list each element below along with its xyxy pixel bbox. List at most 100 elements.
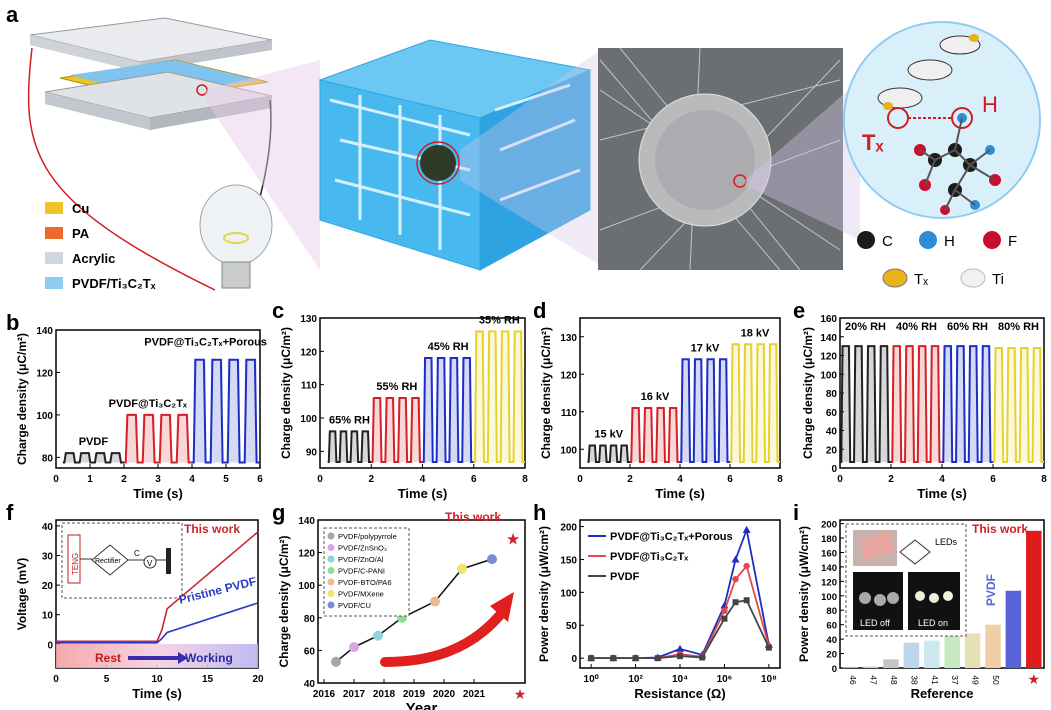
series-3-point: [654, 655, 661, 662]
legend-swatch-acrylic: [45, 252, 63, 264]
point-this-work: ★: [506, 532, 520, 549]
bar-9: [1005, 590, 1022, 668]
x-tick-label: 2020: [433, 689, 456, 700]
pulse-fill: [142, 414, 155, 463]
legend-entry: PVDF/C-PANI: [338, 567, 385, 576]
plot-frame: [317, 519, 526, 684]
plot-frame: [839, 519, 1045, 669]
x-tick-label: 2021: [463, 689, 486, 700]
y-tick-label: 40: [826, 427, 838, 438]
pulse-fill: [656, 408, 665, 462]
led-off-label: LED off: [860, 618, 890, 628]
point-7: [487, 554, 497, 565]
y-tick-label: 100: [300, 414, 317, 425]
panel-f-annotations: Rest Working TENG Rectifier C V This wor…: [56, 522, 258, 668]
pulse-fill: [892, 346, 902, 462]
panel-letter-d: d: [533, 298, 546, 323]
label-this-work-f: This work: [184, 522, 240, 536]
y-axis-label: Charge density (μC/m²): [277, 535, 291, 667]
pulse-fill: [599, 445, 607, 462]
y-axis-label: Charge density (μC/m²): [539, 327, 553, 459]
series-3-line: [680, 358, 730, 463]
x-tick-label: 0: [53, 474, 59, 485]
pulse-fill: [500, 331, 510, 462]
y-tick-label: 10: [42, 611, 54, 622]
x-tick-label: 10²: [628, 674, 643, 685]
circuit-inset: TENG Rectifier C V: [61, 522, 183, 599]
pulse-fill: [94, 453, 106, 463]
panel-letter-h: h: [533, 500, 546, 525]
panel-letter-i: i: [793, 500, 799, 525]
atom-key: C H F Tₓ Ti: [857, 231, 1017, 288]
pulse-fill: [227, 359, 240, 463]
y-tick-label: 140: [821, 563, 837, 574]
x-tick-label: 0: [577, 474, 583, 485]
bar-6: [944, 635, 960, 668]
category-label: 48: [889, 675, 899, 685]
x-axis-label: Time (s): [398, 486, 448, 501]
y-tick-label: 100: [36, 411, 53, 422]
y-axis-label: Power density (μW/cm²): [537, 526, 551, 662]
y-tick-label: 40: [826, 635, 837, 646]
pulse-fill: [372, 398, 382, 462]
atom-key-swatch-ti: [960, 268, 986, 288]
panel-letter-f: f: [6, 500, 14, 525]
pulse-fill: [176, 414, 189, 463]
series-label: 45% RH: [428, 341, 469, 353]
series-label: 80% RH: [998, 321, 1039, 333]
x-tick-label: 1: [87, 474, 93, 485]
y-tick-label: 120: [298, 549, 315, 560]
pulse-fill: [756, 344, 765, 462]
y-tick-label: 100: [560, 445, 577, 456]
y-tick-label: 80: [826, 389, 838, 400]
x-axis-label: Time (s): [133, 486, 183, 501]
panel-letter-b: b: [6, 310, 19, 335]
y-tick-label: 80: [304, 614, 316, 625]
y-tick-label: 150: [560, 555, 577, 566]
pulse-fill: [631, 408, 640, 462]
pulse-fill: [385, 398, 395, 462]
y-tick-label: 0: [831, 464, 837, 475]
pulse-fill: [718, 359, 728, 462]
pulse-fill: [462, 358, 472, 462]
series-label: 55% RH: [376, 381, 417, 393]
series-label: 18 kV: [741, 327, 770, 339]
x-tick-label: 5: [223, 474, 229, 485]
pulse-fill: [620, 445, 628, 462]
x-axis-label: Reference: [911, 686, 974, 701]
atom-key-ti: Ti: [992, 271, 1004, 288]
legend-swatch: [327, 578, 335, 586]
atom-key-tx: Tₓ: [914, 271, 928, 288]
legend-entry: PVDF-BTO/PA6: [338, 578, 392, 587]
category-label: 37: [950, 675, 960, 685]
pulse-fill: [866, 346, 876, 462]
trend-arrow: [380, 610, 505, 667]
series-4-line: [730, 343, 780, 463]
mxene-layers: [877, 34, 981, 110]
bar-1: [842, 667, 858, 668]
x-tick-label: 10⁸: [761, 674, 777, 685]
capacitor-label: C: [134, 549, 140, 558]
label-this-work-g: This work: [445, 510, 501, 524]
pulse-fill: [125, 414, 138, 463]
x-tick-label: 8: [1041, 474, 1047, 485]
x-tick-label: 10: [151, 674, 163, 685]
legend-swatch: [327, 567, 335, 574]
x-tick-label: 2: [368, 474, 374, 485]
y-tick-label: 0: [571, 654, 577, 665]
x-tick-label: 2: [627, 474, 633, 485]
chart-d: 0 2 4 6 8 100 110 120 130 Time (s) Charge density …: [539, 317, 783, 501]
y-tick-label: 60: [826, 408, 838, 419]
chart-b: 0 1 2 3 4 5 6 80 100 120 140 Time (s) Charge density…: [15, 326, 267, 501]
legend-acrylic: Acrylic: [72, 251, 115, 266]
series-2-point: [743, 562, 750, 570]
point-6: [457, 563, 467, 574]
bar-5: [924, 640, 940, 668]
legend-cu: Cu: [72, 201, 89, 216]
legend-swatch: [327, 555, 335, 563]
y-tick-label: 100: [298, 581, 315, 592]
x-tick-label: 2018: [373, 689, 396, 700]
y-tick-label: 130: [560, 333, 577, 344]
molecule-diagram: H Tₓ C H F: [843, 21, 1041, 288]
sem-image: [598, 47, 843, 271]
